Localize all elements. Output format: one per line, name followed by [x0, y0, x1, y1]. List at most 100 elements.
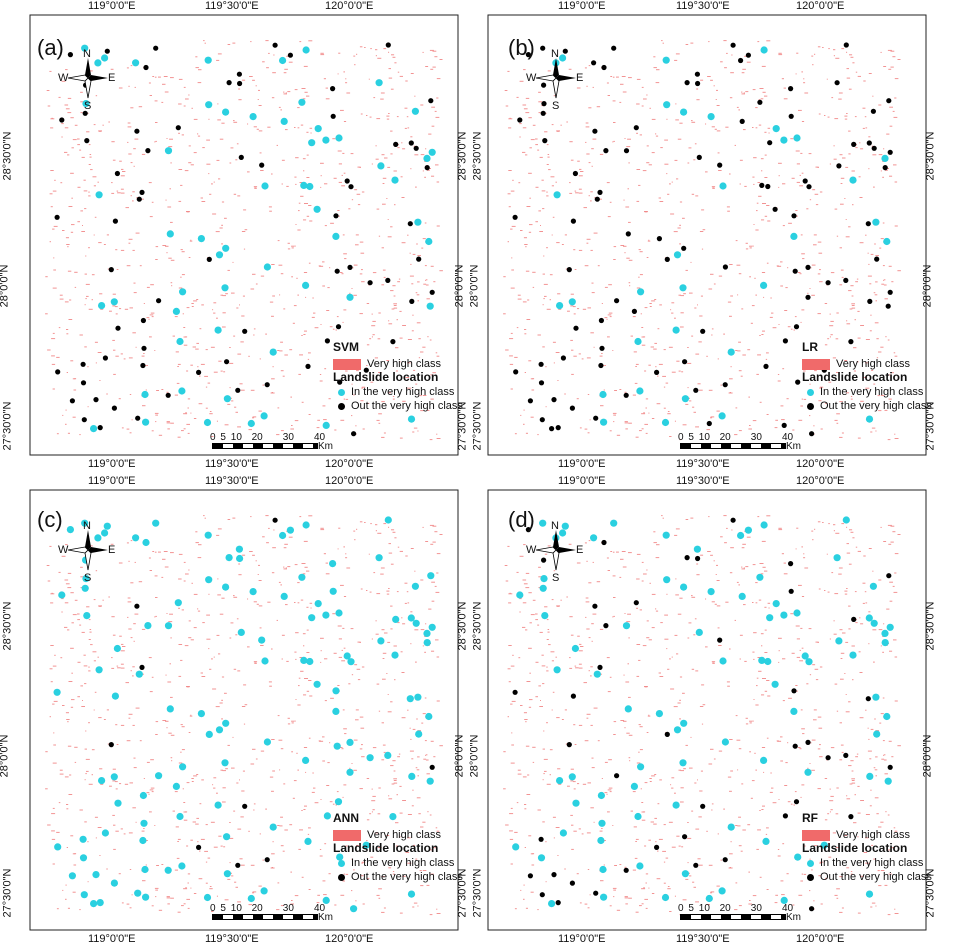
landslide-marker: [872, 693, 880, 701]
landslide-marker: [793, 324, 800, 330]
landslide-marker: [655, 710, 663, 718]
landslide-marker: [264, 382, 270, 388]
landslide-marker: [512, 214, 518, 220]
landslide-marker: [559, 529, 567, 537]
lat-tick: 27°30'0"N: [471, 401, 484, 451]
landslide-marker: [172, 782, 180, 790]
landslide-marker: [322, 896, 330, 904]
landslide-marker: [114, 799, 122, 807]
scale-tick-label: 5: [688, 432, 694, 443]
landslide-marker: [780, 896, 788, 904]
scale-tick-label: 0: [210, 432, 216, 443]
in-class-marker: [807, 388, 814, 396]
landslide-marker: [744, 526, 752, 534]
landslide-marker: [623, 392, 629, 398]
lon-tick: 119°30'0"E: [205, 0, 259, 12]
landslide-marker: [153, 45, 159, 51]
landslide-marker: [661, 418, 670, 427]
landslide-marker: [314, 125, 322, 133]
scale-tick-label: 30: [282, 432, 294, 443]
landslide-marker: [313, 680, 321, 688]
landslide-marker: [391, 176, 399, 184]
landslide-marker: [809, 431, 815, 437]
landslide-marker: [700, 328, 706, 334]
landslide-points: [512, 516, 894, 912]
landslide-marker: [793, 799, 800, 805]
landslide-marker: [236, 554, 244, 563]
scale-unit: Km: [786, 441, 801, 452]
landslide-marker: [541, 557, 547, 563]
landslide-marker: [350, 905, 358, 913]
landslide-marker: [788, 86, 794, 92]
landslide-marker: [673, 726, 682, 734]
map-legend: SVM Very high class Landslide location I…: [333, 340, 463, 412]
compass-e-label: E: [108, 544, 116, 556]
lon-tick: 119°30'0"E: [676, 933, 730, 945]
landslide-marker: [298, 98, 306, 106]
landslide-marker: [172, 307, 180, 315]
landslide-marker: [730, 42, 736, 48]
landslide-marker: [885, 303, 891, 309]
landslide-marker: [347, 264, 353, 270]
landslide-marker: [525, 527, 531, 533]
landslide-marker: [562, 48, 568, 54]
landslide-marker: [695, 628, 703, 636]
landslide-marker: [760, 281, 768, 289]
landslide-marker: [407, 415, 416, 423]
landslide-marker: [539, 584, 547, 592]
scale-tick-label: 20: [251, 903, 263, 914]
landslide-marker: [81, 584, 89, 592]
landslide-marker: [424, 165, 430, 171]
out-class-label: Out the very high class: [351, 871, 463, 883]
landslide-marker: [672, 801, 680, 809]
landslide-marker: [139, 664, 145, 670]
landslide-marker: [805, 264, 811, 270]
landslide-marker: [833, 554, 841, 562]
landslide-marker: [512, 689, 518, 695]
landslide-marker: [525, 52, 531, 58]
landslide-marker: [719, 657, 727, 665]
landslide-marker: [801, 652, 809, 660]
landslide-marker: [408, 140, 414, 146]
landslide-marker: [302, 521, 310, 529]
lon-tick: 119°0'0"E: [558, 475, 606, 487]
landslide-marker: [517, 117, 523, 123]
landslide-marker: [882, 165, 888, 171]
landslide-marker: [591, 60, 597, 66]
landslide-marker: [694, 71, 700, 77]
landslide-marker: [791, 688, 797, 694]
landslide-marker: [95, 191, 103, 199]
landslide-marker: [772, 125, 780, 133]
lon-tick: 119°30'0"E: [676, 458, 730, 470]
landslide-marker: [249, 113, 257, 121]
landslide-marker: [556, 777, 564, 785]
landslide-marker: [164, 622, 173, 630]
landslide-marker: [662, 56, 670, 64]
landslide-marker: [178, 862, 186, 870]
landslide-marker: [873, 730, 881, 738]
landslide-marker: [205, 101, 213, 109]
landslide-marker: [561, 522, 569, 530]
lon-tick: 119°30'0"E: [205, 458, 259, 470]
landslide-marker: [654, 844, 660, 850]
landslide-marker: [625, 231, 631, 237]
landslide-marker: [553, 666, 561, 674]
landslide-marker: [794, 853, 802, 861]
landslide-marker: [145, 148, 151, 154]
scale-tick-label: 10: [230, 903, 242, 914]
landslide-marker: [141, 390, 149, 399]
landslide-marker: [871, 145, 877, 151]
landslide-marker: [90, 900, 98, 908]
landslide-marker: [555, 900, 561, 906]
landslide-marker: [429, 289, 435, 295]
landslide-marker: [825, 280, 831, 286]
landslide-marker: [573, 325, 579, 331]
model-name: RF: [802, 811, 818, 825]
landslide-marker: [738, 592, 746, 600]
landslide-marker: [196, 369, 202, 375]
very-high-class-region: [503, 40, 901, 441]
landslide-marker: [221, 284, 229, 292]
landslide-marker: [842, 516, 850, 524]
landslide-marker: [881, 629, 889, 637]
landslide-marker: [623, 867, 629, 873]
